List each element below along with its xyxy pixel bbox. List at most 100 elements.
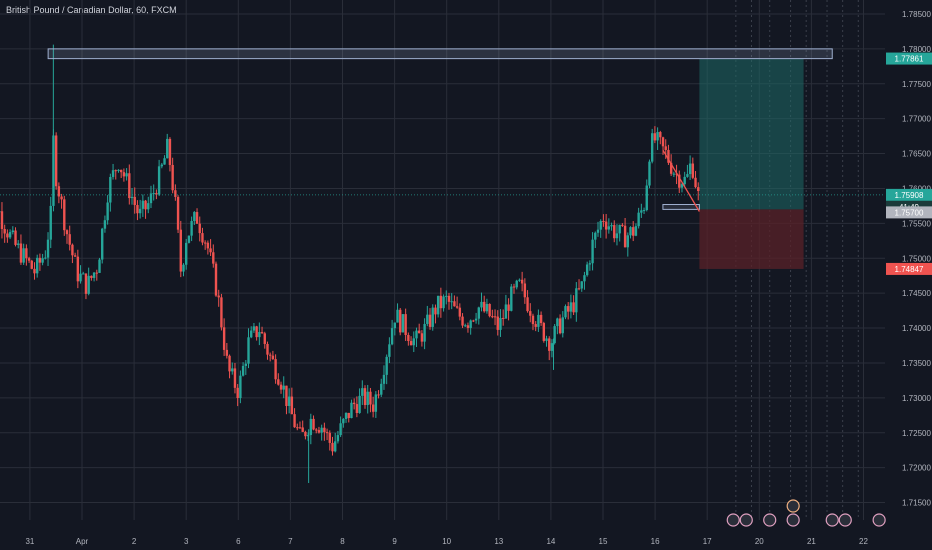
candle-body xyxy=(455,306,459,308)
candle-body xyxy=(382,374,386,384)
candle-body xyxy=(588,263,592,265)
candle-body xyxy=(453,301,456,307)
price-axis[interactable]: 1.785001.780001.775001.770001.765001.760… xyxy=(902,10,931,508)
candle-body xyxy=(241,365,245,376)
candle-body xyxy=(141,200,145,209)
candle-body xyxy=(450,301,453,303)
candle-body xyxy=(114,170,117,172)
time-tick-label: 14 xyxy=(546,537,555,546)
candle-body xyxy=(263,333,266,344)
candle-body xyxy=(466,325,470,328)
candle-body xyxy=(182,264,185,272)
candle-body xyxy=(596,229,600,233)
time-tick-label: 17 xyxy=(703,537,712,546)
current-price-tag-bg xyxy=(886,188,932,201)
candle-body xyxy=(76,256,80,282)
candle-body xyxy=(436,295,440,315)
candle-body xyxy=(361,388,364,396)
candle-body xyxy=(558,318,562,334)
candle-body xyxy=(488,303,491,317)
candle-body xyxy=(694,177,697,188)
candle-body xyxy=(566,306,570,312)
candle-body xyxy=(637,212,640,227)
candle-body xyxy=(493,316,497,318)
time-tick-label: 7 xyxy=(288,537,293,546)
candle-body xyxy=(342,419,345,424)
candle-body xyxy=(222,327,226,350)
candle-body xyxy=(344,412,348,420)
candle-body xyxy=(461,316,464,326)
candle-body xyxy=(90,275,93,278)
candle-body xyxy=(122,172,126,177)
candle-body xyxy=(499,317,502,330)
candle-body xyxy=(599,221,602,230)
candle-body xyxy=(423,323,426,342)
price-tick-label: 1.73500 xyxy=(902,359,931,368)
candle-body xyxy=(334,441,337,452)
candle-body xyxy=(214,263,218,296)
candle-body xyxy=(19,243,23,263)
candle-body xyxy=(428,314,432,327)
candle-body xyxy=(645,185,648,211)
candle-body xyxy=(369,391,372,405)
event-icons[interactable] xyxy=(726,499,886,527)
candle-body xyxy=(363,388,367,406)
candle-body xyxy=(174,190,177,197)
candle-body xyxy=(106,202,109,221)
stop-price-tag-bg xyxy=(886,262,932,275)
candle-body xyxy=(553,326,556,344)
candle-body xyxy=(306,434,310,437)
candle-body xyxy=(301,427,304,432)
time-tick-label: 9 xyxy=(392,537,397,546)
candle-body xyxy=(388,344,391,357)
candle-body xyxy=(577,288,581,290)
candle-body xyxy=(442,296,445,309)
candle-body xyxy=(672,173,676,175)
candle-body xyxy=(57,186,61,197)
candle-body xyxy=(385,356,388,375)
time-axis[interactable]: 31 Apr 2 3 6 7 8 9 10 13 14 15 16 17 20 21 22 xyxy=(25,537,868,546)
candle-body xyxy=(607,226,611,230)
candle-body xyxy=(60,196,63,200)
candle-body xyxy=(290,396,294,415)
candle-body xyxy=(252,326,256,331)
candle-body xyxy=(634,226,638,236)
candle-body xyxy=(38,257,42,263)
candles xyxy=(0,44,700,484)
candle-body xyxy=(95,272,98,274)
candle-body xyxy=(491,316,494,318)
candle-body xyxy=(282,385,285,390)
candle-body xyxy=(87,275,90,294)
time-tick-label: 10 xyxy=(442,537,451,546)
candle-body xyxy=(82,273,85,275)
candle-body xyxy=(312,418,315,430)
entry-price-tag: 1.75700 xyxy=(895,208,924,217)
candle-body xyxy=(27,258,31,261)
candle-body xyxy=(101,228,104,260)
candle-body xyxy=(125,173,128,177)
candle-body xyxy=(626,235,629,248)
candle-body xyxy=(65,230,69,235)
candle-body xyxy=(255,326,258,338)
event-icon xyxy=(786,499,800,513)
candle-body xyxy=(103,220,107,229)
candle-body xyxy=(396,309,399,323)
candle-body xyxy=(117,169,120,171)
trendline xyxy=(662,149,700,212)
candle-body xyxy=(650,133,654,162)
chart-zones xyxy=(699,58,804,269)
candle-body xyxy=(260,332,264,334)
price-tick-label: 1.73000 xyxy=(902,394,931,403)
price-tick-label: 1.77500 xyxy=(902,80,931,89)
candle-body xyxy=(613,225,616,239)
candle-body xyxy=(41,258,44,263)
candle-body xyxy=(14,230,17,245)
candle-body xyxy=(149,193,153,204)
candle-body xyxy=(6,233,9,238)
candle-body xyxy=(358,395,361,413)
candle-body xyxy=(63,199,66,231)
candle-body xyxy=(152,193,155,195)
candle-body xyxy=(201,233,204,243)
